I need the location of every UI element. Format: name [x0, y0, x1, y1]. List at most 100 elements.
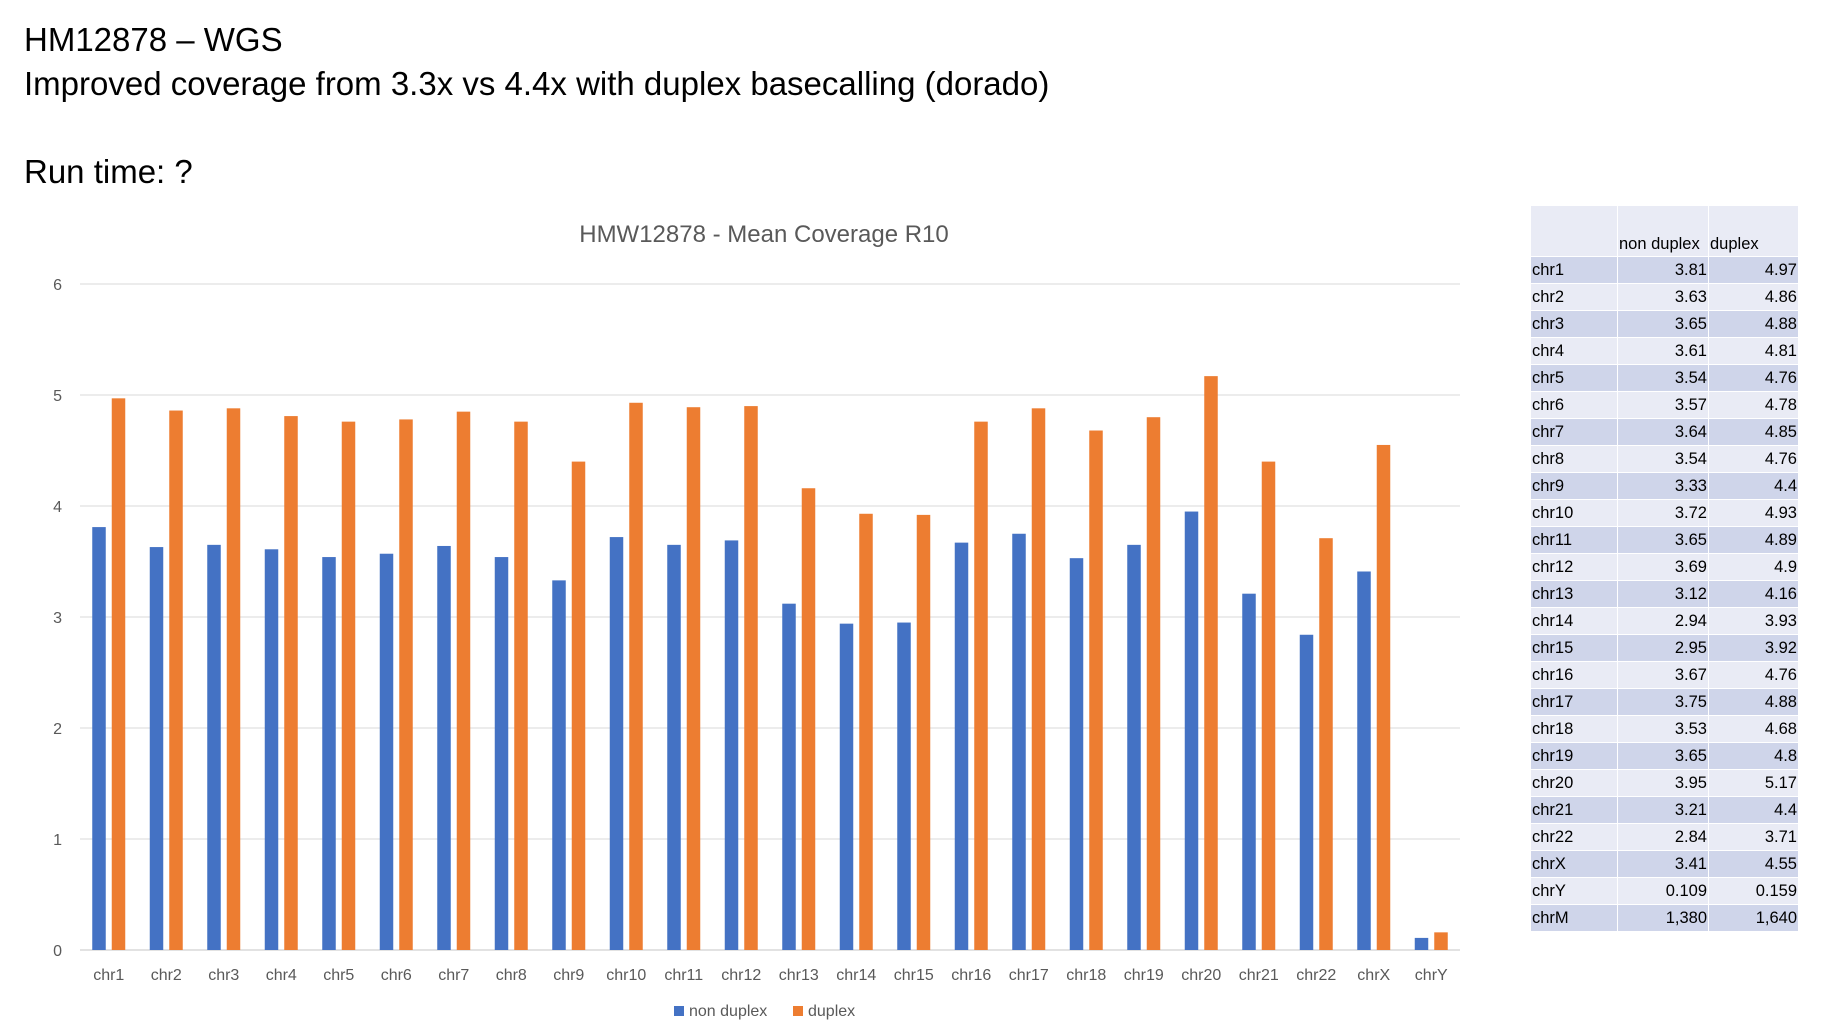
y-tick-label: 1 — [53, 832, 62, 849]
table-cell: 4.9 — [1708, 553, 1799, 581]
table-cell: chr11 — [1531, 526, 1618, 554]
bars — [92, 376, 1448, 951]
table-cell: 4.85 — [1708, 418, 1799, 446]
x-tick-label: chr9 — [553, 967, 584, 984]
table-cell: 3.72 — [1617, 499, 1709, 527]
table-cell: 4.4 — [1708, 796, 1799, 824]
x-tick-label: chr20 — [1181, 967, 1221, 984]
table-cell: chr20 — [1531, 769, 1618, 797]
bar-duplex-chr15 — [916, 514, 931, 950]
bar-non-duplex-chr10 — [609, 537, 624, 950]
legend-label-non-duplex: non duplex — [689, 1003, 767, 1020]
bar-non-duplex-chr7 — [437, 545, 451, 950]
x-tick-label: chr13 — [779, 967, 819, 984]
table-cell: chr3 — [1531, 310, 1618, 338]
bar-non-duplex-chr11 — [667, 544, 681, 950]
slide-subtitle: Improved coverage from 3.3x vs 4.4x with… — [24, 65, 1050, 102]
table-row: chr13 3.12 4.16 — [1531, 580, 1799, 608]
bar-duplex-chr18 — [1089, 430, 1103, 950]
bar-non-duplex-chr16 — [954, 542, 969, 950]
table-cell: 4.78 — [1708, 391, 1799, 419]
table-cell: 3.71 — [1708, 823, 1799, 851]
table-cell: 3.75 — [1617, 688, 1709, 716]
bar-duplex-chr19 — [1146, 417, 1161, 950]
table-cell: 4.16 — [1708, 580, 1799, 608]
x-tick-label: chr2 — [151, 967, 182, 984]
y-tick-label: 5 — [53, 388, 62, 405]
table-header-cell: non duplex — [1617, 206, 1709, 257]
y-axis-ticks: 0 1 2 3 4 5 6 — [53, 277, 62, 960]
bar-non-duplex-chr2 — [149, 547, 164, 950]
bar-duplex-chr14 — [859, 513, 873, 950]
table-row: chr1 3.81 4.97 — [1531, 256, 1799, 284]
y-tick-label: 0 — [53, 943, 62, 960]
table-cell: chr9 — [1531, 472, 1618, 500]
bar-non-duplex-chr19 — [1127, 544, 1141, 950]
table-cell: 0.109 — [1617, 877, 1709, 905]
table-row: chr21 3.21 4.4 — [1531, 796, 1799, 824]
table-cell: 3.65 — [1617, 742, 1709, 770]
chart-title: HMW12878 - Mean Coverage R10 — [579, 221, 949, 248]
x-axis-ticks: chr1 chr2 chr3 chr4 chr5 chr6 chr7 chr8 chr9 chr1… — [93, 967, 1448, 984]
bar-non-duplex-chrX — [1357, 571, 1371, 950]
bar-duplex-chr12 — [744, 406, 758, 951]
table-cell: 2.94 — [1617, 607, 1709, 635]
x-tick-label: chr19 — [1124, 967, 1164, 984]
x-tick-label: chr5 — [323, 967, 354, 984]
table-cell: chr4 — [1531, 337, 1618, 365]
bar-duplex-chr17 — [1031, 408, 1046, 950]
bar-non-duplex-chr4 — [264, 549, 279, 950]
table-row: chr19 3.65 4.8 — [1531, 742, 1799, 770]
table-cell: chr5 — [1531, 364, 1618, 392]
bar-duplex-chr16 — [974, 421, 988, 950]
table-cell: 4.4 — [1708, 472, 1799, 500]
table-header-row: non duplex duplex — [1531, 206, 1799, 257]
table-cell: 4.81 — [1708, 337, 1799, 365]
table-cell: chr1 — [1531, 256, 1618, 284]
table-row: chr12 3.69 4.9 — [1531, 553, 1799, 581]
table-row: chrM 1,380 1,640 — [1531, 904, 1799, 932]
table-row: chr7 3.64 4.85 — [1531, 418, 1799, 446]
table-cell: chr16 — [1531, 661, 1618, 689]
x-tick-label: chr15 — [894, 967, 934, 984]
table-row: chr3 3.65 4.88 — [1531, 310, 1799, 338]
bar-non-duplex-chr18 — [1069, 558, 1084, 950]
table-row: chr11 3.65 4.89 — [1531, 526, 1799, 554]
table-cell: chr17 — [1531, 688, 1618, 716]
table-cell: 4.76 — [1708, 661, 1799, 689]
table-cell: 3.63 — [1617, 283, 1709, 311]
bar-duplex-chr4 — [284, 416, 298, 951]
table-cell: 4.93 — [1708, 499, 1799, 527]
y-tick-label: 6 — [53, 277, 62, 294]
bar-non-duplex-chr21 — [1242, 593, 1256, 950]
table-row: chr18 3.53 4.68 — [1531, 715, 1799, 743]
table-cell: 4.97 — [1708, 256, 1799, 284]
table-cell: 3.81 — [1617, 256, 1709, 284]
table-cell: chr2 — [1531, 283, 1618, 311]
bar-duplex-chr1 — [111, 398, 126, 950]
bar-duplex-chrY — [1434, 932, 1448, 950]
bar-duplex-chr11 — [686, 407, 701, 950]
table-cell: 3.12 — [1617, 580, 1709, 608]
table-row: chr2 3.63 4.86 — [1531, 283, 1799, 311]
x-tick-label: chr4 — [266, 967, 297, 984]
table-cell: 3.54 — [1617, 445, 1709, 473]
legend-swatch-duplex — [793, 1006, 803, 1016]
table-row: chr14 2.94 3.93 — [1531, 607, 1799, 635]
bar-duplex-chr6 — [399, 419, 413, 950]
x-tick-label: chr3 — [208, 967, 239, 984]
table-cell: 3.93 — [1708, 607, 1799, 635]
legend-label-duplex: duplex — [808, 1003, 855, 1020]
bar-duplex-chr7 — [456, 411, 471, 950]
x-tick-label: chr16 — [951, 967, 991, 984]
slide-title: HM12878 – WGS — [24, 21, 283, 58]
table-row: chr8 3.54 4.76 — [1531, 445, 1799, 473]
table-cell: 3.69 — [1617, 553, 1709, 581]
bar-non-duplex-chr5 — [322, 557, 336, 950]
table-cell: 4.86 — [1708, 283, 1799, 311]
x-tick-label: chr8 — [496, 967, 527, 984]
table-cell: chr10 — [1531, 499, 1618, 527]
table-cell: 5.17 — [1708, 769, 1799, 797]
table-row: chr16 3.67 4.76 — [1531, 661, 1799, 689]
legend-swatch-non-duplex — [674, 1006, 684, 1016]
